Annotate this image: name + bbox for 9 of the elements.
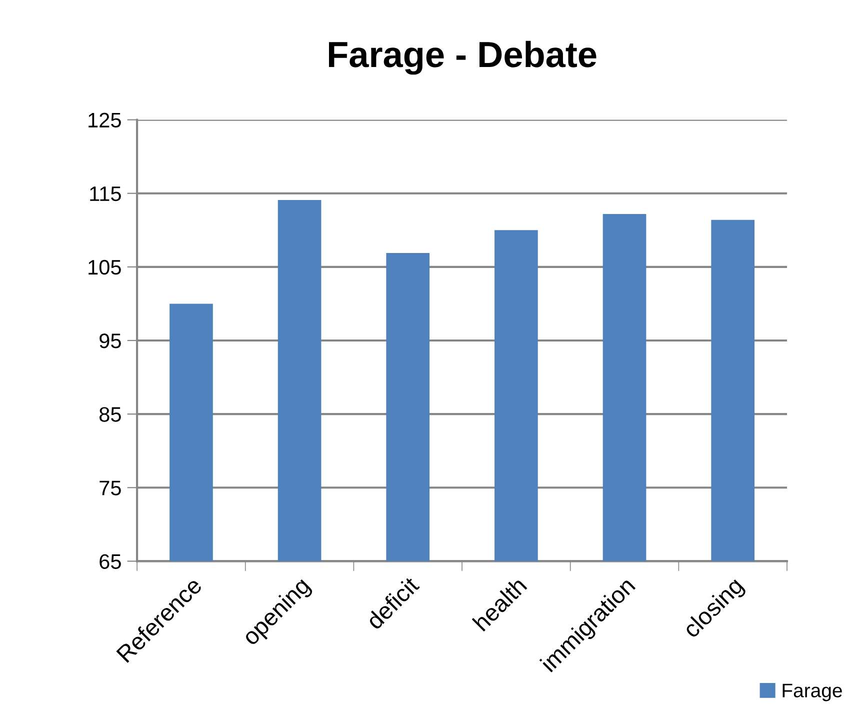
y-tick-label: 65: [100, 554, 121, 569]
y-tick-label: 125: [88, 112, 121, 128]
y-tick-label: 75: [100, 480, 121, 496]
y-tick-label: 115: [90, 186, 121, 202]
y-tick-label: 95: [100, 333, 121, 348]
chart-title: Farage - Debate: [328, 40, 596, 75]
legend-label: Farage: [782, 684, 842, 702]
y-tick-label: 85: [100, 407, 121, 422]
y-tick-label: 105: [88, 260, 121, 275]
